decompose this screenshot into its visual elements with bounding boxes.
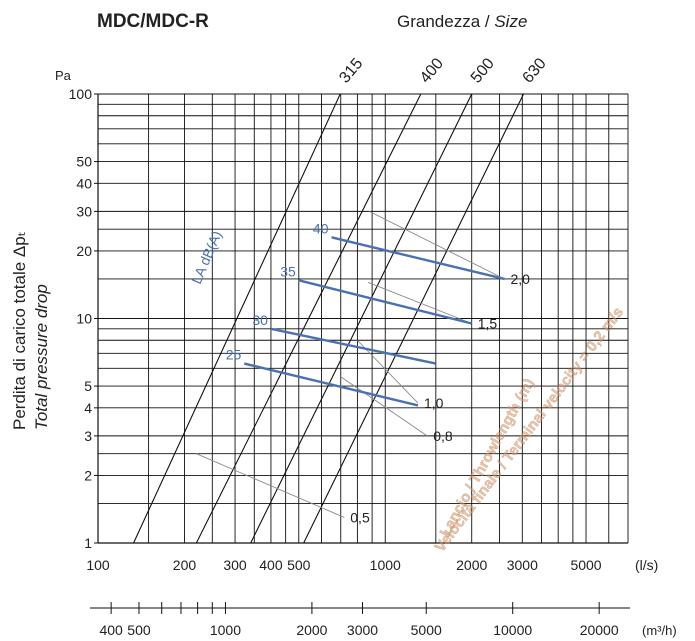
subtitle-prefix: Grandezza / [397, 12, 494, 31]
noise-line-30 [270, 327, 437, 365]
noise-line-25 [243, 362, 419, 407]
x-tick-label: 1000 [370, 557, 401, 573]
throw-lines [196, 210, 505, 518]
noise-label-25: 25 [226, 347, 242, 363]
x2-tick-label: 20000 [580, 622, 619, 638]
x-tick-label: 3000 [507, 557, 538, 573]
size-line-315 [133, 93, 341, 544]
x-unit-label: (l/s) [635, 557, 658, 573]
y-tick-label: 4 [84, 400, 92, 416]
y-tick-label: 40 [76, 175, 92, 191]
throwlength-label: Lancio / Throwlength (m) [437, 376, 538, 540]
throw-line [369, 210, 505, 280]
noise-label-40: 40 [313, 220, 329, 236]
y-tick-label: 50 [76, 154, 92, 170]
x2-tick-label: 500 [127, 622, 151, 638]
size-line-500 [250, 93, 473, 544]
x-tick-label: 200 [173, 557, 197, 573]
throw-value-label: 1,5 [478, 316, 498, 332]
y-tick-label: 100 [69, 86, 93, 102]
noise-lines [243, 236, 505, 407]
throw-value-label: 0,8 [433, 428, 453, 444]
y-tick-label: 10 [76, 311, 92, 327]
x2-unit-label: (m³/h) [642, 623, 677, 638]
throw-line [340, 376, 428, 437]
y-tick-label: 5 [84, 378, 92, 394]
y-label-italian: Perdita di carico totale Δpₜ [10, 231, 29, 430]
x-tick-label: 400 [259, 557, 283, 573]
grid [90, 93, 630, 614]
noise-label-35: 35 [280, 263, 296, 279]
noise-label-30: 30 [252, 312, 268, 328]
x-tick-label: 5000 [570, 557, 601, 573]
y-tick-label: 20 [76, 243, 92, 259]
x-tick-label: 500 [287, 557, 311, 573]
chart-title: MDC/MDC-R [97, 11, 209, 32]
throw-line [367, 281, 472, 324]
throw-line [196, 453, 345, 518]
y-tick-label: 2 [84, 467, 92, 483]
chart-subtitle: Grandezza / Size [397, 12, 527, 31]
terminal-velocity-label: Velocità finale / Terminal velocity = 0,… [432, 304, 627, 555]
throw-value-label: 2,0 [510, 271, 530, 287]
size-label-630: 630 [520, 55, 550, 86]
size-label-400: 400 [417, 55, 447, 86]
x-tick-label: 300 [223, 557, 247, 573]
y-tick-label: 30 [76, 203, 92, 219]
noise-line-40 [331, 236, 505, 281]
throw-value-label: 1,0 [424, 395, 444, 411]
x-tick-label: 2000 [456, 557, 487, 573]
size-label-500: 500 [468, 55, 498, 86]
size-line-630 [303, 93, 525, 544]
size-lines [133, 93, 525, 544]
x2-tick-label: 400 [99, 622, 123, 638]
y-unit-label: Pa [55, 68, 72, 83]
size-line-400 [195, 93, 422, 544]
x2-tick-label: 2000 [296, 622, 327, 638]
x2-tick-label: 5000 [411, 622, 442, 638]
noise-line-35 [298, 279, 473, 325]
x-tick-label: 100 [86, 557, 110, 573]
throw-value-label: 0,5 [350, 509, 370, 525]
y-axis-title: Perdita di carico totale Δpₜ Total press… [10, 231, 51, 430]
subtitle-italic: Size [494, 12, 527, 31]
x2-tick-label: 3000 [347, 622, 378, 638]
x2-tick-label: 10000 [493, 622, 532, 638]
throw-line [357, 339, 419, 404]
noise-axis-label: LA dB(A) [188, 228, 225, 286]
y-tick-label: 1 [84, 535, 92, 551]
size-label-315: 315 [336, 55, 366, 86]
y-tick-label: 3 [84, 428, 92, 444]
y-label-english: Total pressure drop [32, 284, 51, 430]
x2-tick-label: 1000 [210, 622, 241, 638]
